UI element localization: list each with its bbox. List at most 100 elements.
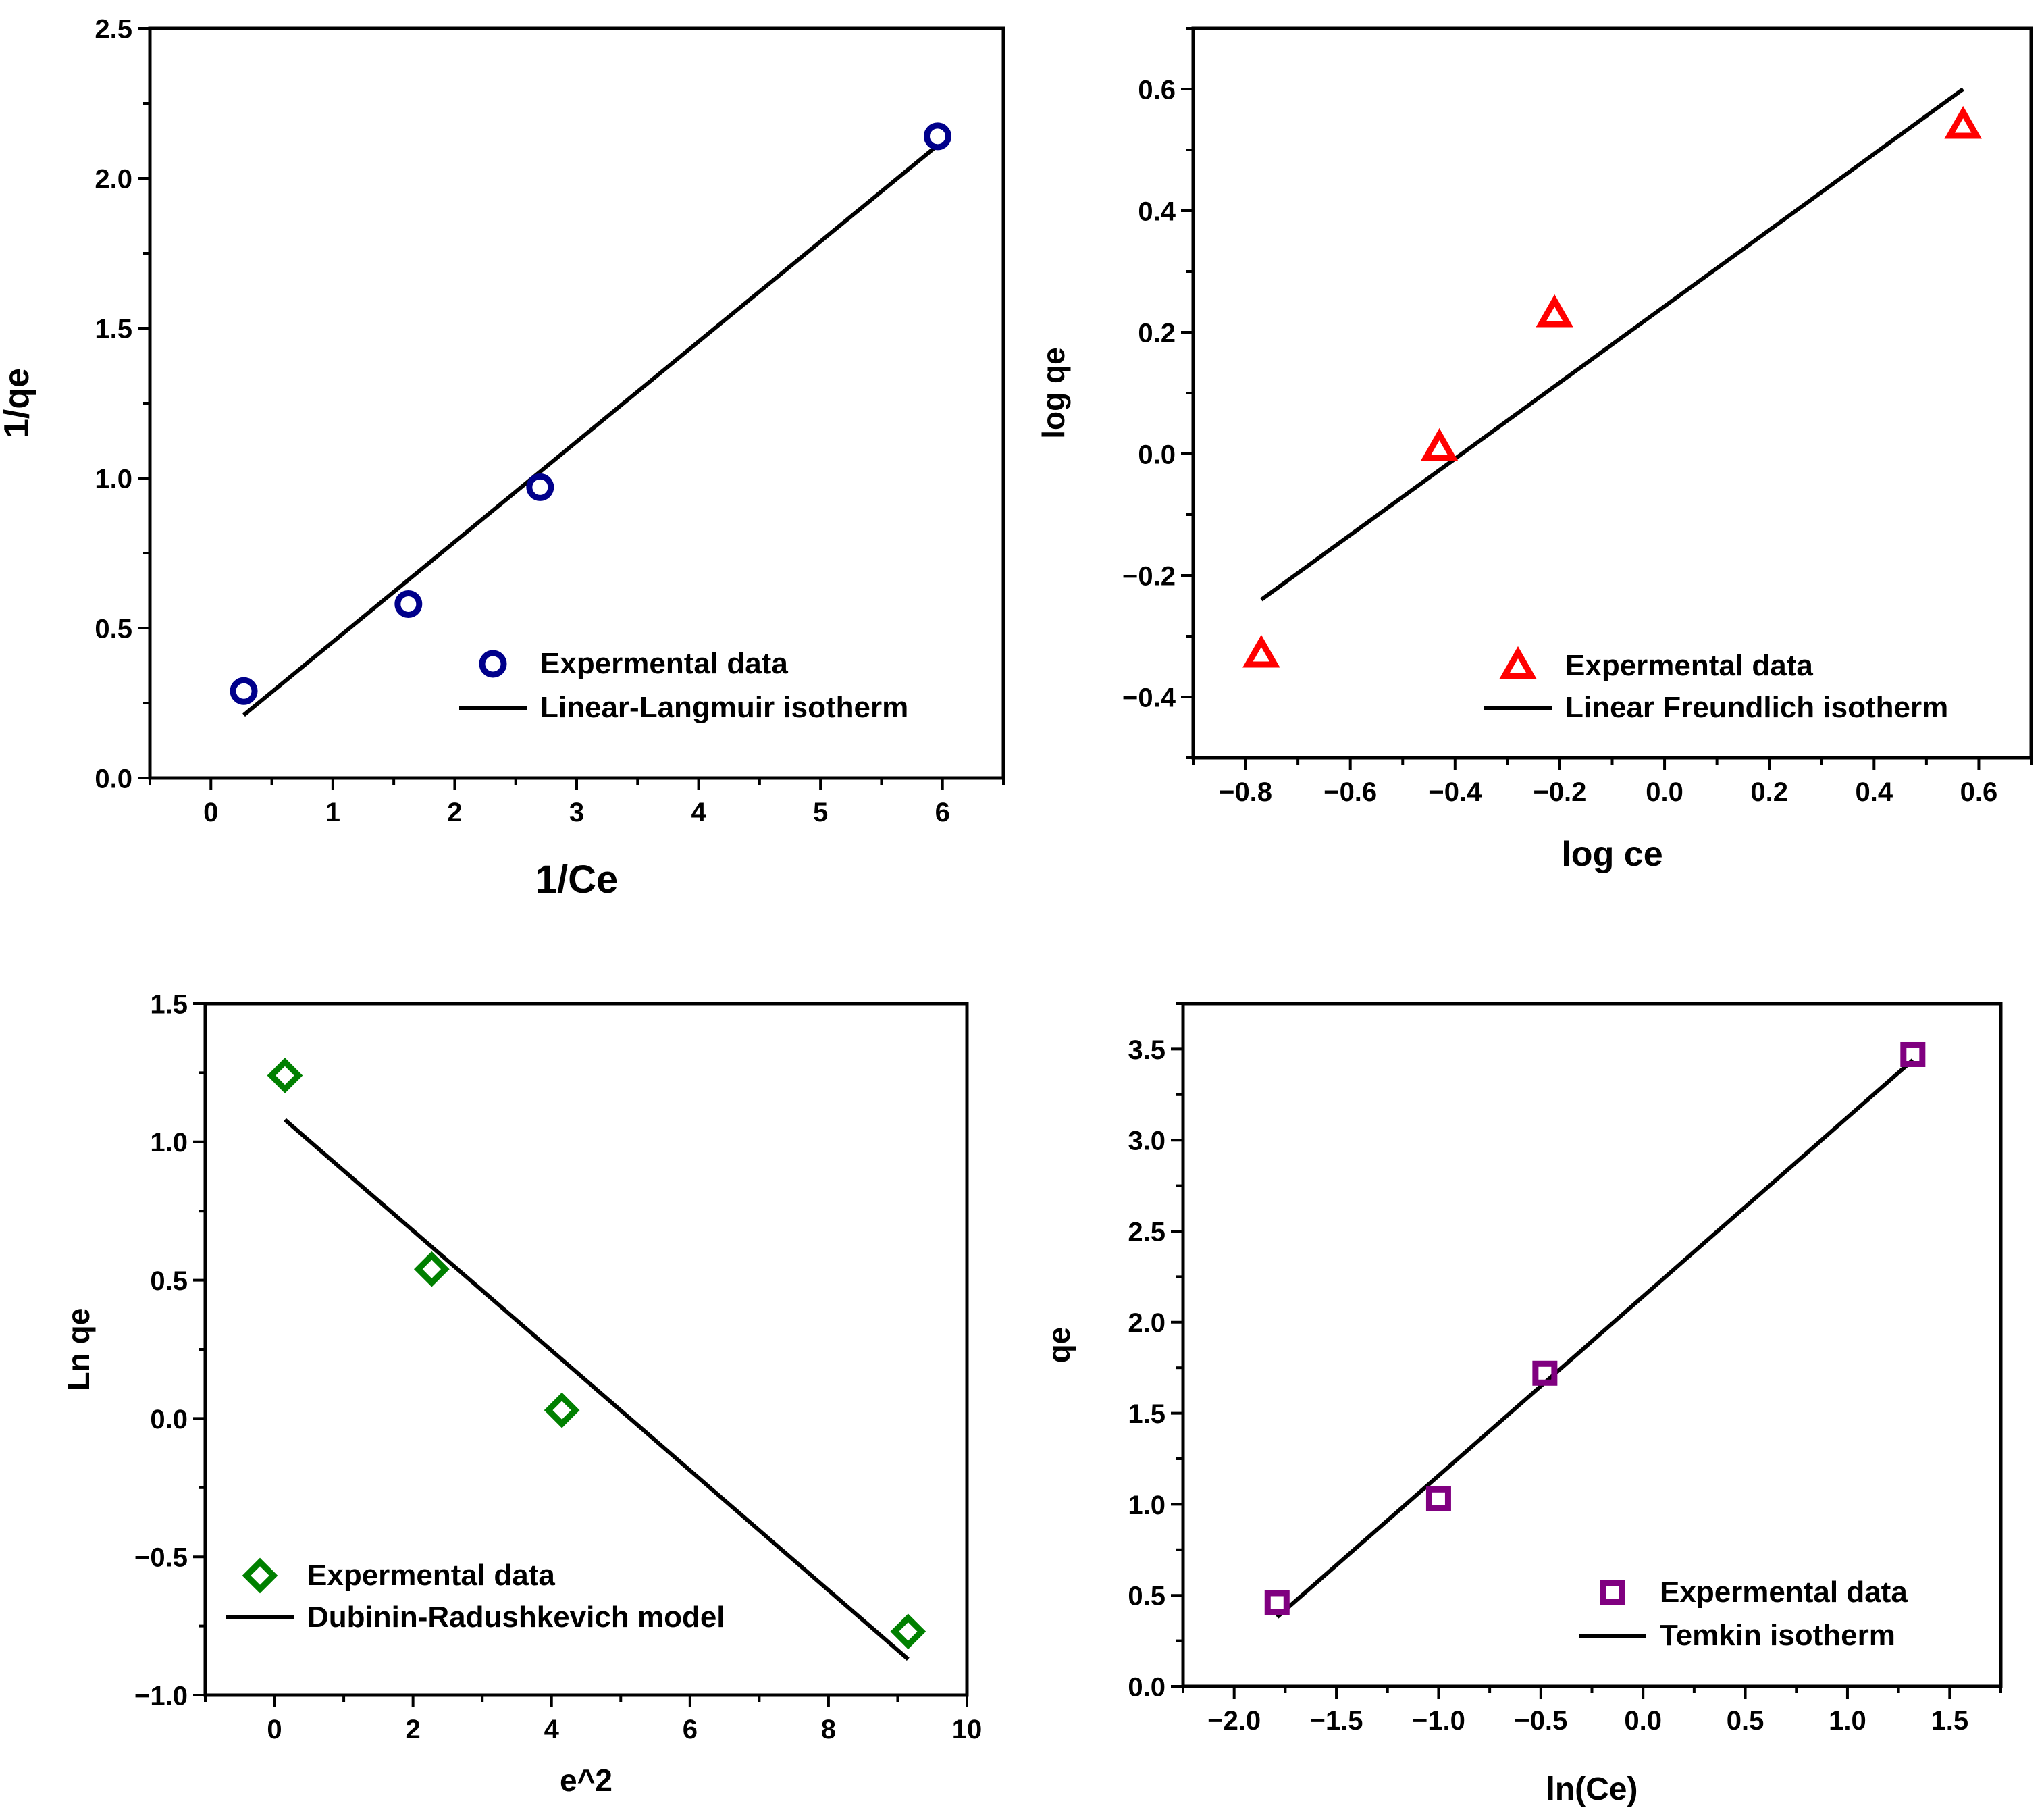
chart-1-x-tick-label: 6 <box>935 798 950 827</box>
chart-4-y-axis-title: qe <box>1041 1327 1076 1364</box>
chart-3-x-tick-label: 2 <box>406 1715 421 1744</box>
chart-1-data-point <box>923 122 951 151</box>
chart-3-data-point <box>890 1613 926 1650</box>
chart-3-y-tick-label: 1.5 <box>150 989 188 1019</box>
chart-3-y-tick-label: 0.0 <box>150 1405 188 1434</box>
chart-2-data-point <box>1536 294 1573 328</box>
chart-4-y-tick-label: 1.0 <box>1128 1491 1165 1520</box>
chart-1-data-point-shape <box>526 473 554 501</box>
chart-2-y-tick-label: 0.2 <box>1138 318 1176 348</box>
chart-1-y-tick-label: 0.0 <box>95 764 132 794</box>
chart-1-data-point <box>526 473 554 501</box>
chart-4-data-point <box>1532 1360 1558 1386</box>
chart-1-y-axis-title: 1/qe <box>0 368 36 438</box>
chart-4-x-tick-label: −2.0 <box>1207 1706 1261 1736</box>
chart-3-x-tick-label: 4 <box>544 1715 560 1744</box>
chart-2-legend-label-data: Expermental data <box>1565 649 1813 682</box>
chart-4-x-tick-label: 0.0 <box>1624 1706 1662 1736</box>
chart-4-data-point-shape <box>1900 1041 1926 1067</box>
chart-4-x-tick-label: −1.5 <box>1310 1706 1363 1736</box>
chart-2-x-tick-label: −0.8 <box>1219 777 1272 807</box>
chart-4-data-point <box>1900 1041 1926 1067</box>
chart-2-x-axis-title: log ce <box>1561 835 1662 874</box>
chart-1-legend-label-data: Expermental data <box>540 647 788 680</box>
chart-1-data-point <box>394 590 423 618</box>
chart-1-y-tick-label: 1.5 <box>95 314 132 344</box>
chart-3: 0 2 4 6 8 10 −1.0 −0.5 0.0 0.5 1.0 1.5 e^2 Ln qe Exper… <box>61 989 982 1798</box>
chart-4-data-point <box>1264 1590 1290 1615</box>
chart-2-data-point <box>1944 105 1982 139</box>
chart-4-x-tick-label: −1.0 <box>1412 1706 1465 1736</box>
chart-3-data-point-shape <box>890 1613 926 1650</box>
chart-4-legend-label-data: Expermental data <box>1660 1576 1908 1609</box>
chart-2-y-tick-label: 0.6 <box>1138 75 1176 105</box>
chart-3-legend-marker <box>242 1557 278 1594</box>
chart-1-fit-line <box>242 143 939 717</box>
chart-2-x-tick-label: −0.2 <box>1533 777 1586 807</box>
chart-2-legend-label-fit: Linear Freundlich isotherm <box>1565 691 1948 724</box>
chart-2-x-tick-label: −0.4 <box>1428 777 1482 807</box>
chart-3-x-tick-label: 8 <box>821 1715 836 1744</box>
chart-2-y-tick-label: −0.2 <box>1122 561 1176 591</box>
chart-1-legend-marker <box>479 650 507 678</box>
chart-3-x-tick-label: 6 <box>683 1715 698 1744</box>
chart-1-y-tick-label: 1.0 <box>95 464 132 494</box>
chart-1-data-point <box>230 677 258 705</box>
chart-1-legend-label-fit: Linear-Langmuir isotherm <box>540 691 908 724</box>
chart-2-y-tick-label: −0.4 <box>1122 683 1176 712</box>
chart-1-x-tick-label: 2 <box>447 798 462 827</box>
chart-2-x-tick-label: 0.4 <box>1856 777 1893 807</box>
chart-4-fit-line <box>1276 1058 1914 1619</box>
chart-4-y-tick-label: 2.5 <box>1128 1217 1165 1247</box>
chart-1-x-axis-title: 1/Ce <box>535 858 619 902</box>
chart-1-x-tick-label: 3 <box>569 798 584 827</box>
chart-3-data-point <box>413 1251 450 1287</box>
chart-2-data-point-shape <box>1242 634 1280 668</box>
chart-3-y-tick-label: 0.5 <box>150 1266 188 1296</box>
chart-1-y-tick-label: 2.5 <box>95 14 132 44</box>
chart-2-x-tick-label: 0.0 <box>1646 777 1683 807</box>
chart-3-legend-label-data: Expermental data <box>307 1559 555 1592</box>
chart-2-x-tick-label: −0.6 <box>1324 777 1377 807</box>
chart-3-y-tick-label: −0.5 <box>134 1543 188 1573</box>
chart-1-x-tick-label: 1 <box>325 798 340 827</box>
chart-2-y-axis-title: log qe <box>1036 347 1071 438</box>
chart-1-data-point-shape <box>394 590 423 618</box>
chart-4-x-tick-label: 1.5 <box>1931 1706 1969 1736</box>
chart-4-y-tick-label: 3.5 <box>1128 1035 1165 1065</box>
chart-4-x-tick-label: 0.5 <box>1727 1706 1764 1736</box>
chart-4-data-point-shape <box>1264 1590 1290 1615</box>
chart-1-y-tick-label: 0.5 <box>95 614 132 644</box>
chart-2-data-point-shape <box>1944 105 1982 139</box>
chart-3-data-point-shape <box>267 1058 303 1093</box>
chart-4-data-point-shape <box>1532 1360 1558 1386</box>
chart-4-x-tick-label: 1.0 <box>1829 1706 1866 1736</box>
chart-2-y-tick-label: 0.0 <box>1138 440 1176 469</box>
chart-4-y-tick-label: 3.0 <box>1128 1126 1165 1156</box>
chart-1-y-tick-label: 2.0 <box>95 164 132 194</box>
chart-4-data-point-shape <box>1425 1486 1451 1511</box>
chart-3-x-tick-label: 10 <box>952 1715 982 1744</box>
chart-2-legend-marker-shape <box>1499 646 1537 679</box>
chart-3-y-axis-title: Ln qe <box>61 1308 96 1391</box>
chart-3-legend-label-fit: Dubinin-Radushkevich model <box>307 1601 725 1634</box>
chart-4-x-axis-title: ln(Ce) <box>1546 1771 1638 1807</box>
chart-4: −2.0 −1.5 −1.0 −0.5 0.0 0.5 1.0 1.5 0.0 0.5 1.0 1.5… <box>1041 1002 2003 1807</box>
chart-4-x-tick-label: −0.5 <box>1514 1706 1567 1736</box>
chart-1-x-tick-label: 5 <box>813 798 828 827</box>
chart-3-data-point <box>267 1058 303 1093</box>
chart-4-data-point <box>1425 1486 1451 1511</box>
chart-3-data-point <box>544 1392 580 1428</box>
chart-3-x-axis-title: e^2 <box>560 1763 612 1798</box>
chart-1-x-tick-label: 4 <box>691 798 706 827</box>
chart-2-fit-line <box>1260 87 1964 602</box>
chart-4-legend-label-fit: Temkin isotherm <box>1660 1619 1895 1652</box>
chart-2-x-tick-label: 0.6 <box>1960 777 1998 807</box>
chart-1-data-point-shape <box>230 677 258 705</box>
chart-2-x-tick-label: 0.2 <box>1750 777 1788 807</box>
chart-2-data-point <box>1242 634 1280 668</box>
chart-2: −0.8 −0.6 −0.4 −0.2 0.0 0.2 0.4 0.6 −0.4 −0.2 0.0 0… <box>1036 26 2033 874</box>
chart-1-legend-marker-shape <box>479 650 507 678</box>
chart-4-y-tick-label: 0.5 <box>1128 1582 1165 1611</box>
